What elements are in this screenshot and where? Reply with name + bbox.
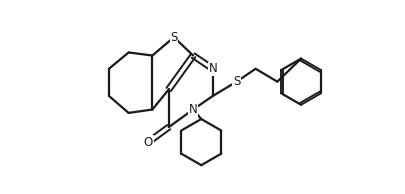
Text: N: N <box>208 62 217 75</box>
Text: S: S <box>232 75 240 88</box>
Text: S: S <box>170 31 177 44</box>
Text: N: N <box>188 103 197 116</box>
Text: O: O <box>143 136 153 149</box>
